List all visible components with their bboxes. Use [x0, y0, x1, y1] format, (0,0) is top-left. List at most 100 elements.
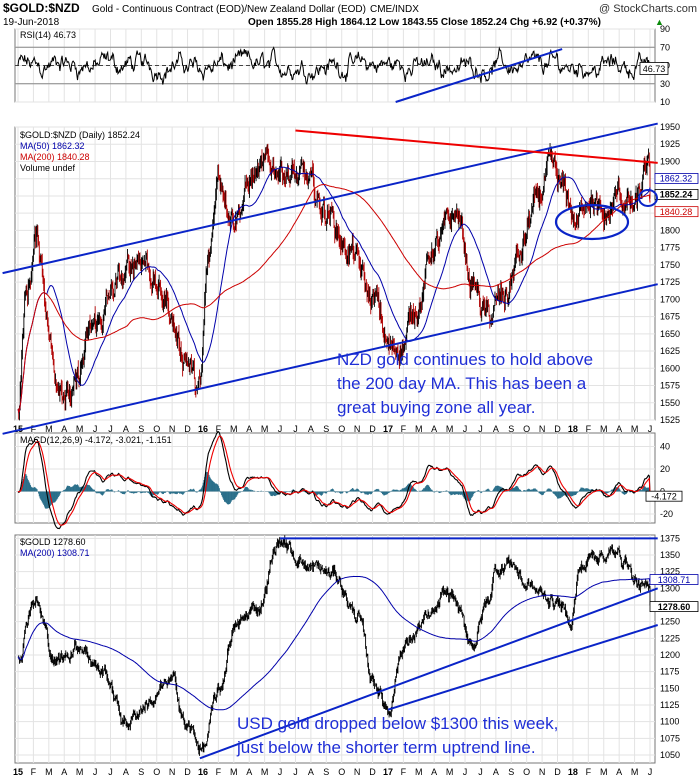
x-tick-label: A — [246, 424, 252, 434]
y-tick-label: 1725 — [660, 277, 680, 287]
x-tick-label: O — [338, 424, 345, 434]
x-tick-label: M — [76, 767, 84, 777]
y-tick-label: 1925 — [660, 139, 680, 149]
x-tick-label: M — [600, 767, 608, 777]
y-tick-label: 1650 — [660, 329, 680, 339]
macd-last-badge — [645, 490, 683, 502]
y-tick-label: 1350 — [660, 550, 680, 560]
macd-legend: MACD(12,26,9) -4.172, -3.021, -1.151 — [20, 435, 172, 445]
x-tick-label: M — [600, 424, 608, 434]
x-tick-label: J — [478, 424, 483, 434]
x-tick-label: F — [31, 424, 37, 434]
x-tick-label: A — [493, 767, 499, 777]
x-tick-label: O — [338, 767, 345, 777]
y-tick-label: 1050 — [660, 750, 680, 760]
x-tick-label: J — [293, 424, 298, 434]
y-tick-label: 90 — [660, 24, 670, 34]
y-tick-label: 1900 — [660, 156, 680, 166]
y-tick-label: -20 — [660, 509, 673, 519]
x-tick-label: A — [616, 424, 622, 434]
y-tick-label: 20 — [660, 464, 670, 474]
x-tick-label: D — [554, 767, 561, 777]
x-tick-label: A — [431, 767, 437, 777]
y-tick-label: 1700 — [660, 294, 680, 304]
x-tick-label: O — [523, 767, 530, 777]
y-tick-label: 1300 — [660, 583, 680, 593]
x-tick-label: 18 — [568, 424, 578, 434]
x-tick-label: N — [354, 424, 361, 434]
ohlc-summary: Open 1855.28 High 1864.12 Low 1843.55 Cl… — [248, 17, 601, 28]
y-tick-label: 1225 — [660, 633, 680, 643]
nzd-annotation-line: great buying zone all year. — [337, 398, 535, 417]
y-tick-label: 1550 — [660, 398, 680, 408]
y-tick-label: 1200 — [660, 650, 680, 660]
x-tick-label: F — [31, 767, 37, 777]
price-last-value: 1862.32 — [660, 174, 693, 184]
x-tick-label: D — [184, 767, 191, 777]
x-tick-label: 17 — [383, 424, 393, 434]
x-tick-label: 17 — [383, 767, 393, 777]
y-tick-label: 10 — [660, 97, 670, 107]
y-tick-label: 1325 — [660, 567, 680, 577]
x-tick-label: F — [216, 767, 222, 777]
price-legend-title: $GOLD:$NZD (Daily) 1852.24 — [20, 130, 140, 140]
gold-trendline — [387, 624, 659, 711]
x-tick-label: J — [108, 767, 113, 777]
x-tick-label: O — [153, 767, 160, 777]
y-tick-label: 1600 — [660, 363, 680, 373]
y-tick-label: 1675 — [660, 312, 680, 322]
x-tick-label: S — [138, 767, 144, 777]
usd-annotation: USD gold dropped below $1300 this week, … — [236, 714, 558, 757]
y-tick-label: 1100 — [660, 717, 679, 727]
x-tick-label: A — [61, 767, 67, 777]
y-tick-label: 1950 — [660, 122, 680, 132]
y-tick-label: 30 — [660, 79, 670, 89]
x-tick-label: M — [76, 424, 84, 434]
x-tick-label: J — [648, 767, 653, 777]
x-tick-label: M — [446, 424, 454, 434]
x-tick-label: A — [493, 424, 499, 434]
price-legend-ma200: MA(200) 1840.28 — [20, 152, 90, 162]
x-tick-label: J — [293, 767, 298, 777]
watermark: @ StockCharts.com — [599, 3, 697, 15]
gold-last-badge — [649, 601, 699, 612]
macd-line — [17, 431, 651, 530]
price-trendline — [2, 283, 658, 435]
rsi-last-value: 46.73 — [643, 64, 666, 74]
ma50-line — [17, 166, 651, 414]
x-tick-label: M — [45, 767, 53, 777]
symbol-title: $GOLD:$NZD — [3, 1, 80, 15]
x-tick-label: D — [184, 424, 191, 434]
x-tick-label: J — [278, 767, 283, 777]
x-tick-label: N — [169, 767, 176, 777]
x-tick-label: D — [554, 424, 561, 434]
x-tick-label: S — [508, 424, 514, 434]
x-tick-label: F — [216, 424, 222, 434]
price-last-value: 1852.24 — [660, 190, 693, 200]
x-tick-label: M — [631, 424, 639, 434]
price-trendline — [2, 122, 658, 275]
gold-legend-ma200: MA(200) 1308.71 — [20, 548, 90, 558]
ma200-line — [17, 184, 651, 414]
price-last-badge — [654, 206, 699, 218]
y-tick-label: 1075 — [660, 733, 680, 743]
x-tick-label: M — [631, 767, 639, 777]
x-tick-label: M — [446, 767, 454, 777]
x-tick-label: F — [586, 424, 592, 434]
exchange-label: CME/INDX — [370, 4, 419, 15]
x-tick-label: S — [323, 424, 329, 434]
x-tick-label: M — [415, 424, 423, 434]
x-tick-label: J — [463, 767, 468, 777]
x-tick-label: N — [354, 767, 361, 777]
x-tick-label: F — [401, 424, 407, 434]
x-tick-label: 15 — [13, 424, 23, 434]
x-tick-label: N — [169, 424, 176, 434]
x-tick-label: 16 — [198, 767, 208, 777]
x-tick-label: 15 — [13, 767, 23, 777]
x-tick-label: N — [539, 424, 546, 434]
rsi-trendline — [395, 48, 563, 103]
y-tick-label: 1150 — [660, 683, 679, 693]
x-tick-label: J — [478, 767, 483, 777]
x-tick-label: J — [108, 424, 113, 434]
